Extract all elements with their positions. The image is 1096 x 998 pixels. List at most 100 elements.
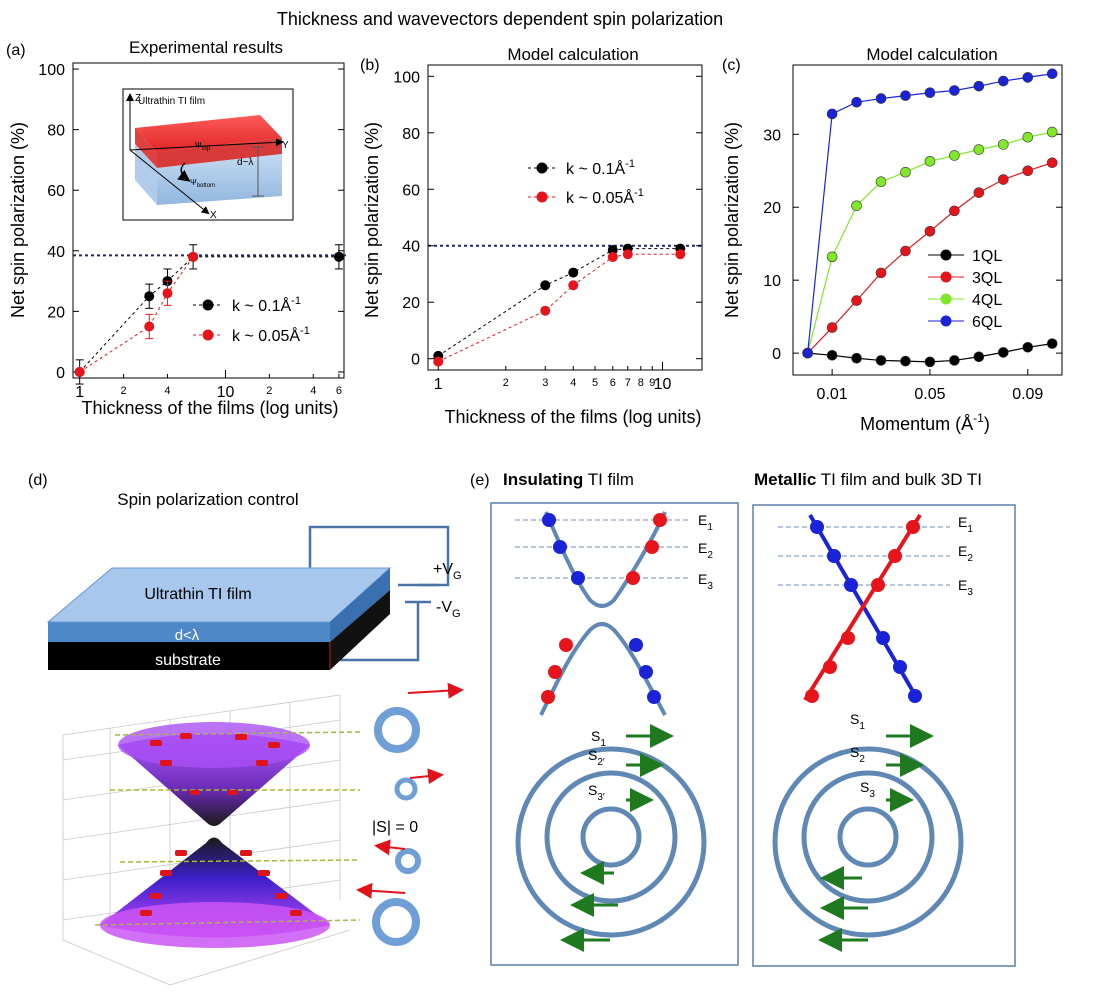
legend-a-0: k ~ 0.1Å-1 (232, 295, 301, 315)
legend-marker-c-2 (940, 293, 952, 305)
chart-a-xlabel: Thickness of the films (log units) (81, 398, 338, 418)
series-line-b-0 (437, 248, 681, 357)
point-c-3-10 (1046, 68, 1058, 80)
point-c-0-5 (924, 356, 936, 368)
panel-e-left-box (490, 502, 739, 966)
point-c-1-6 (949, 205, 960, 217)
y-tick-label-a-0: 0 (56, 365, 65, 382)
legend-b-1: k ~ 0.05Å-1 (566, 187, 644, 207)
inset-psi-top: Ψtop (195, 141, 211, 152)
legend-marker-b-1 (536, 191, 548, 203)
chart-c-ylabel: Net spin polarization (%) (722, 122, 742, 318)
chart-b-x-ticks: 1 10 2 3 4 5 6 7 8 9 (434, 362, 672, 393)
legend-c-2: 4QL (972, 292, 1002, 309)
y-tick-label-b-2: 40 (402, 239, 420, 256)
point-b-0-3 (607, 244, 618, 255)
right-band-points (805, 520, 922, 703)
point-c-1-1 (826, 322, 838, 333)
chart-c-series (802, 68, 1058, 368)
right-e2-label: E2 (958, 543, 973, 564)
chart-a-x-ticks: 1 10 2 4 2 4 6 (75, 370, 342, 401)
point-c-1-8 (998, 174, 1009, 185)
y-tick-label-a-1: 20 (47, 304, 65, 321)
point-c-0-9 (1022, 341, 1034, 353)
x-tick-label-b-0: 1 (434, 376, 443, 393)
v-minus-label: -VG (436, 599, 461, 620)
chart-b-ylabel: Net spin polarization (%) (362, 122, 382, 318)
y-tick-label-a-4: 80 (47, 123, 65, 140)
chart-b-xlabel: Thickness of the films (log units) (444, 407, 701, 427)
series-line-c-1 (807, 162, 1053, 354)
series-line-c-3 (807, 73, 1053, 354)
x-minor-label-b-6: 8 (638, 377, 644, 389)
panel-label-e: (e) (470, 472, 490, 489)
point-c-3-6 (949, 85, 960, 96)
y-tick-label-c-2: 20 (763, 200, 781, 217)
inset-psi-bottom: Ψbottom (190, 178, 215, 189)
legend-marker-c-0 (940, 249, 952, 261)
point-b-1-1 (540, 305, 551, 316)
panel-d: Spin polarization control +VG -VG Ultrat… (46, 490, 464, 986)
chart-c-x-ticks: 0.01 0.05 0.09 (817, 369, 1043, 403)
point-c-3-8 (998, 75, 1009, 87)
chart-c-title: Model calculation (866, 45, 997, 64)
point-c-1-9 (1022, 165, 1034, 177)
point-c-2-1 (826, 251, 838, 263)
legend-marker-b-0 (536, 162, 548, 174)
point-c-0-4 (900, 355, 911, 367)
point-c-0-3 (875, 355, 887, 366)
x-minor-label-a-0: 2 (121, 385, 127, 397)
legend-marker-a-0 (202, 299, 214, 311)
point-a-1-1 (144, 321, 155, 332)
inset-title: Ultrathin TI film (138, 96, 205, 107)
x-tick-label-b-1: 10 (654, 376, 672, 393)
legend-marker-c-1 (940, 271, 952, 283)
left-e2-label: E2 (698, 540, 713, 561)
point-c-2-10 (1046, 126, 1058, 138)
chart-a-series (74, 244, 344, 385)
x-tick-label-a-1: 10 (217, 384, 235, 401)
point-a-1-2 (162, 288, 173, 299)
panel-label-d: (d) (28, 472, 48, 489)
left-s3-label: S3′ (588, 782, 605, 803)
y-tick-label-a-2: 40 (47, 244, 65, 261)
left-band-points (541, 513, 667, 704)
x-minor-label-a-4: 6 (336, 385, 342, 397)
chart-a-legend: k ~ 0.1Å-1 k ~ 0.05Å-1 (193, 295, 310, 345)
point-c-3-2 (851, 96, 862, 108)
x-tick-label-c-1: 0.05 (914, 386, 945, 403)
y-tick-label-b-3: 60 (402, 182, 420, 199)
chart-a-ylabel: Net spin polarization (%) (8, 122, 28, 318)
x-minor-label-a-2: 2 (266, 385, 272, 397)
point-c-0-8 (998, 347, 1009, 358)
point-a-1-3 (188, 251, 199, 262)
chart-c-frame (792, 64, 1063, 376)
x-minor-label-b-7: 9 (649, 377, 655, 389)
point-b-0-1 (540, 280, 551, 291)
point-c-3-4 (900, 90, 911, 101)
left-s1-label: S1 (591, 728, 606, 749)
point-c-1-5 (924, 226, 936, 237)
point-c-2-5 (924, 155, 936, 167)
chart-b-legend: k ~ 0.1Å-1 k ~ 0.05Å-1 (528, 158, 644, 207)
right-s1-label: S1 (850, 711, 865, 732)
inset-d-label: d~λ (237, 157, 253, 168)
point-c-2-3 (875, 176, 887, 188)
upper-cone-rim (118, 722, 310, 768)
legend-c-3: 6QL (972, 314, 1002, 331)
y-tick-label-c-3: 30 (763, 127, 781, 144)
point-c-2-2 (851, 200, 862, 212)
spin-rings (356, 682, 464, 946)
point-b-1-0 (433, 356, 444, 367)
panel-label-c: (c) (722, 57, 741, 74)
point-a-0-4 (333, 251, 344, 262)
x-minor-label-b-5: 7 (625, 377, 631, 389)
point-c-0-1 (826, 350, 838, 361)
point-c-2-8 (998, 139, 1009, 150)
point-a-0-1 (144, 291, 155, 302)
substrate-label: substrate (155, 652, 221, 669)
point-c-1-3 (875, 267, 887, 279)
chart-b-frame (427, 64, 703, 371)
figure-title: Thickness and wavevectors dependent spin… (277, 9, 723, 29)
